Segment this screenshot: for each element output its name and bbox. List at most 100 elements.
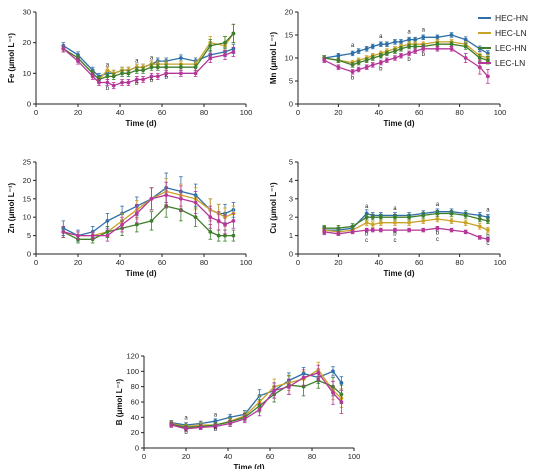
data-point <box>272 388 277 393</box>
y-tick-label: 20 <box>23 176 31 185</box>
annotation-label: b <box>184 430 188 436</box>
data-point <box>393 40 397 44</box>
data-point <box>257 407 262 412</box>
data-point <box>149 74 154 79</box>
x-tick-label: 80 <box>455 108 463 117</box>
series-line <box>324 218 489 233</box>
data-point <box>393 56 397 60</box>
data-point <box>208 56 213 60</box>
legend-swatch <box>478 61 491 64</box>
data-point <box>485 74 490 79</box>
x-tick-label: 100 <box>240 258 253 267</box>
data-point <box>111 83 116 88</box>
data-point <box>336 65 341 70</box>
data-point <box>213 419 218 424</box>
data-point <box>370 56 375 60</box>
data-point <box>231 31 236 36</box>
data-point <box>449 33 454 37</box>
series-LEC-HN <box>169 372 344 431</box>
legend-item: HEC-HN <box>478 10 528 25</box>
annotation-label: c <box>436 237 439 243</box>
data-point <box>421 218 426 223</box>
data-point <box>393 220 397 225</box>
data-point <box>421 46 426 51</box>
x-axis-label: Time (d) <box>126 269 157 278</box>
legend-item: LEC-HN <box>478 40 528 55</box>
data-point <box>134 211 139 216</box>
chart-panel-4: 0 1 2 3 4 5 0 20 40 60 80 100 Time (d) Cu (μmol L⁻¹) a… <box>269 158 506 279</box>
data-point <box>449 228 454 232</box>
data-point <box>61 230 66 234</box>
data-point <box>105 74 110 79</box>
series-LEC-LN <box>61 181 236 242</box>
data-point <box>287 384 291 389</box>
x-tick-label: 0 <box>34 258 38 267</box>
data-point <box>76 233 80 238</box>
data-point <box>336 53 341 58</box>
y-tick-label: 20 <box>23 38 31 47</box>
x-tick-label: 20 <box>182 452 190 461</box>
data-point <box>339 400 344 404</box>
data-point <box>231 233 236 238</box>
annotation-label: a <box>436 202 440 208</box>
data-point <box>316 370 321 375</box>
data-point <box>141 77 146 82</box>
y-axis-label: Zn (μmol L⁻¹) <box>7 182 16 233</box>
data-point <box>407 44 411 49</box>
legend-label: HEC-LN <box>495 27 527 38</box>
data-point <box>76 59 80 63</box>
x-tick-label: 40 <box>116 258 124 267</box>
data-point <box>179 71 183 76</box>
data-point <box>301 375 306 380</box>
data-point <box>193 200 198 205</box>
data-point <box>155 74 160 79</box>
data-point <box>149 218 154 223</box>
data-point <box>435 226 440 231</box>
y-tick-label: 0 <box>27 250 31 259</box>
data-point <box>364 220 369 225</box>
data-point <box>322 58 327 63</box>
data-point <box>356 67 361 72</box>
annotation-label: c <box>365 238 368 244</box>
data-point <box>449 42 454 47</box>
annotation-label: a <box>150 56 154 62</box>
y-tick-label: 15 <box>285 31 293 40</box>
annotation-label: b <box>393 232 397 238</box>
data-point <box>399 40 403 44</box>
y-tick-label: 0 <box>289 100 293 109</box>
data-point <box>223 40 227 45</box>
x-tick-label: 0 <box>142 452 146 461</box>
data-point <box>105 218 110 223</box>
y-tick-label: 120 <box>126 352 139 361</box>
y-tick-label: 0 <box>27 100 31 109</box>
data-point <box>485 237 490 242</box>
annotation-label: b <box>214 427 218 433</box>
x-tick-label: 80 <box>200 108 208 117</box>
data-point <box>350 69 355 74</box>
y-tick-label: 40 <box>131 413 139 422</box>
data-point <box>463 37 468 42</box>
series-LEC-LN <box>322 46 490 84</box>
x-tick-label: 60 <box>415 258 423 267</box>
y-tick-label: 3 <box>289 194 293 203</box>
data-point <box>141 68 146 73</box>
data-point <box>477 65 482 70</box>
y-tick-label: 2 <box>289 213 293 222</box>
data-point <box>331 369 335 374</box>
legend-item: LEC-LN <box>478 55 528 70</box>
data-point <box>179 56 183 60</box>
data-point <box>413 49 418 53</box>
data-point <box>364 46 369 51</box>
y-tick-label: 10 <box>23 213 31 222</box>
annotation-label: b <box>422 52 426 58</box>
x-tick-label: 80 <box>200 258 208 267</box>
data-point <box>105 233 110 238</box>
y-axis-label: Cu (μmol L⁻¹) <box>269 182 278 234</box>
annotation-label: b <box>106 86 110 92</box>
data-point <box>164 71 169 76</box>
y-tick-label: 15 <box>23 194 31 203</box>
y-tick-label: 4 <box>289 176 293 185</box>
y-tick-label: 60 <box>131 398 139 407</box>
legend-swatch <box>478 31 491 34</box>
y-tick-label: 0 <box>135 444 139 453</box>
